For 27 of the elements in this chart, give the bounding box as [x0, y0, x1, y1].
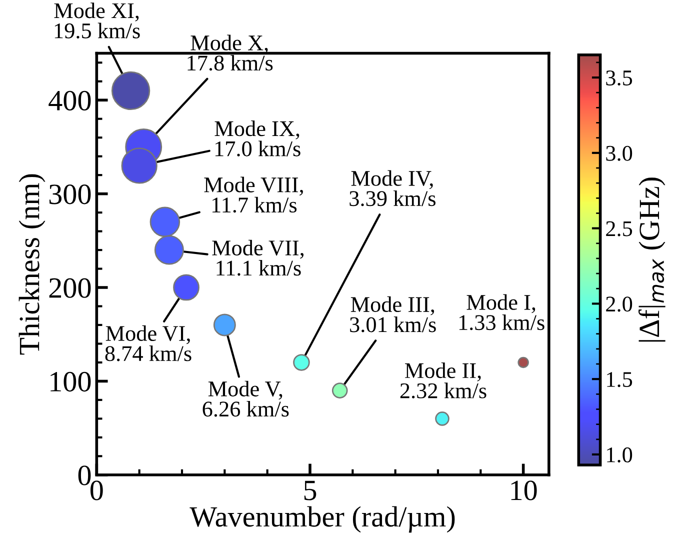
y-axis-title: Thickness (nm) [18, 174, 46, 355]
y-tick-label: 300 [49, 184, 91, 204]
annotation: Mode VI, 8.74 km/s [105, 325, 192, 362]
annotation: Mode X, 17.8 km/s [188, 34, 273, 71]
annotation: Mode III, 3.01 km/s [350, 296, 436, 332]
annotation: Mode V, 6.26 km/s [202, 380, 289, 417]
color-bar-label: 2.0 [606, 296, 632, 312]
y-tick-label: 200 [49, 278, 91, 298]
color-bar-title: |Δf|$_{max}$ (GHz) [638, 178, 666, 342]
y-tick-label: 100 [50, 372, 91, 392]
annotation: Mode VII, 11.1 km/s [212, 240, 304, 276]
annotation: Mode VIII, 11.7 km/s [204, 176, 303, 213]
x-tick-label: 10 [511, 480, 537, 500]
color-bar-label: 3.0 [606, 146, 632, 161]
annotation: Mode XI, 19.5 km/s [54, 2, 140, 38]
color-bar-label: 1.5 [607, 372, 632, 388]
y-tick-label: 400 [48, 90, 91, 111]
annotation: Mode IV, 3.39 km/s [350, 170, 436, 206]
y-tick-label: 0 [78, 466, 91, 486]
x-tick-label: 5 [304, 480, 316, 500]
color-bar-label: 3.5 [606, 70, 632, 86]
annotation: Mode IX, 17.0 km/s [214, 120, 300, 156]
color-bar-label: 1.0 [607, 447, 632, 462]
x-axis-title: Wavenumber (rad/µm) [190, 506, 455, 533]
annotation: Mode I, 1.33 km/s [459, 294, 544, 330]
color-bar-label: 2.5 [606, 221, 632, 236]
annotation: Mode II, 2.32 km/s [400, 362, 486, 398]
